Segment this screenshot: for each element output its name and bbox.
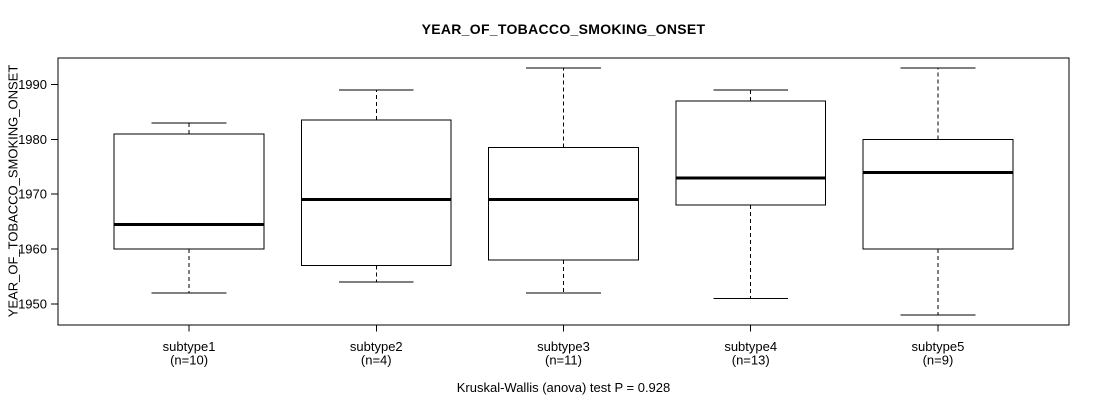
y-tick-label: 1980 (18, 132, 47, 147)
x-tick-label: subtype5 (912, 339, 965, 354)
iqr-box (675, 100, 827, 206)
x-tick-label: subtype4 (724, 339, 777, 354)
x-tick-label: subtype1 (163, 339, 216, 354)
y-tick-label: 1990 (18, 77, 47, 92)
group-n-label: (n=11) (545, 353, 582, 368)
iqr-box (300, 119, 452, 267)
group-n-label: (n=9) (923, 353, 954, 368)
chart-title: YEAR_OF_TOBACCO_SMOKING_ONSET (421, 21, 706, 37)
y-tick-label: 1970 (18, 187, 47, 202)
x-tick-label: subtype2 (350, 339, 403, 354)
iqr-box (488, 147, 639, 261)
group-n-label: (n=13) (732, 353, 770, 368)
iqr-box (862, 138, 1014, 250)
stat-annotation: Kruskal-Wallis (anova) test P = 0.928 (456, 380, 671, 395)
x-tick-label: subtype3 (537, 339, 590, 354)
iqr-box (113, 133, 265, 250)
y-tick-label: 1960 (18, 242, 47, 257)
group-n-label: (n=4) (361, 353, 392, 368)
y-tick-label: 1950 (18, 297, 47, 312)
group-n-label: (n=10) (170, 353, 208, 368)
